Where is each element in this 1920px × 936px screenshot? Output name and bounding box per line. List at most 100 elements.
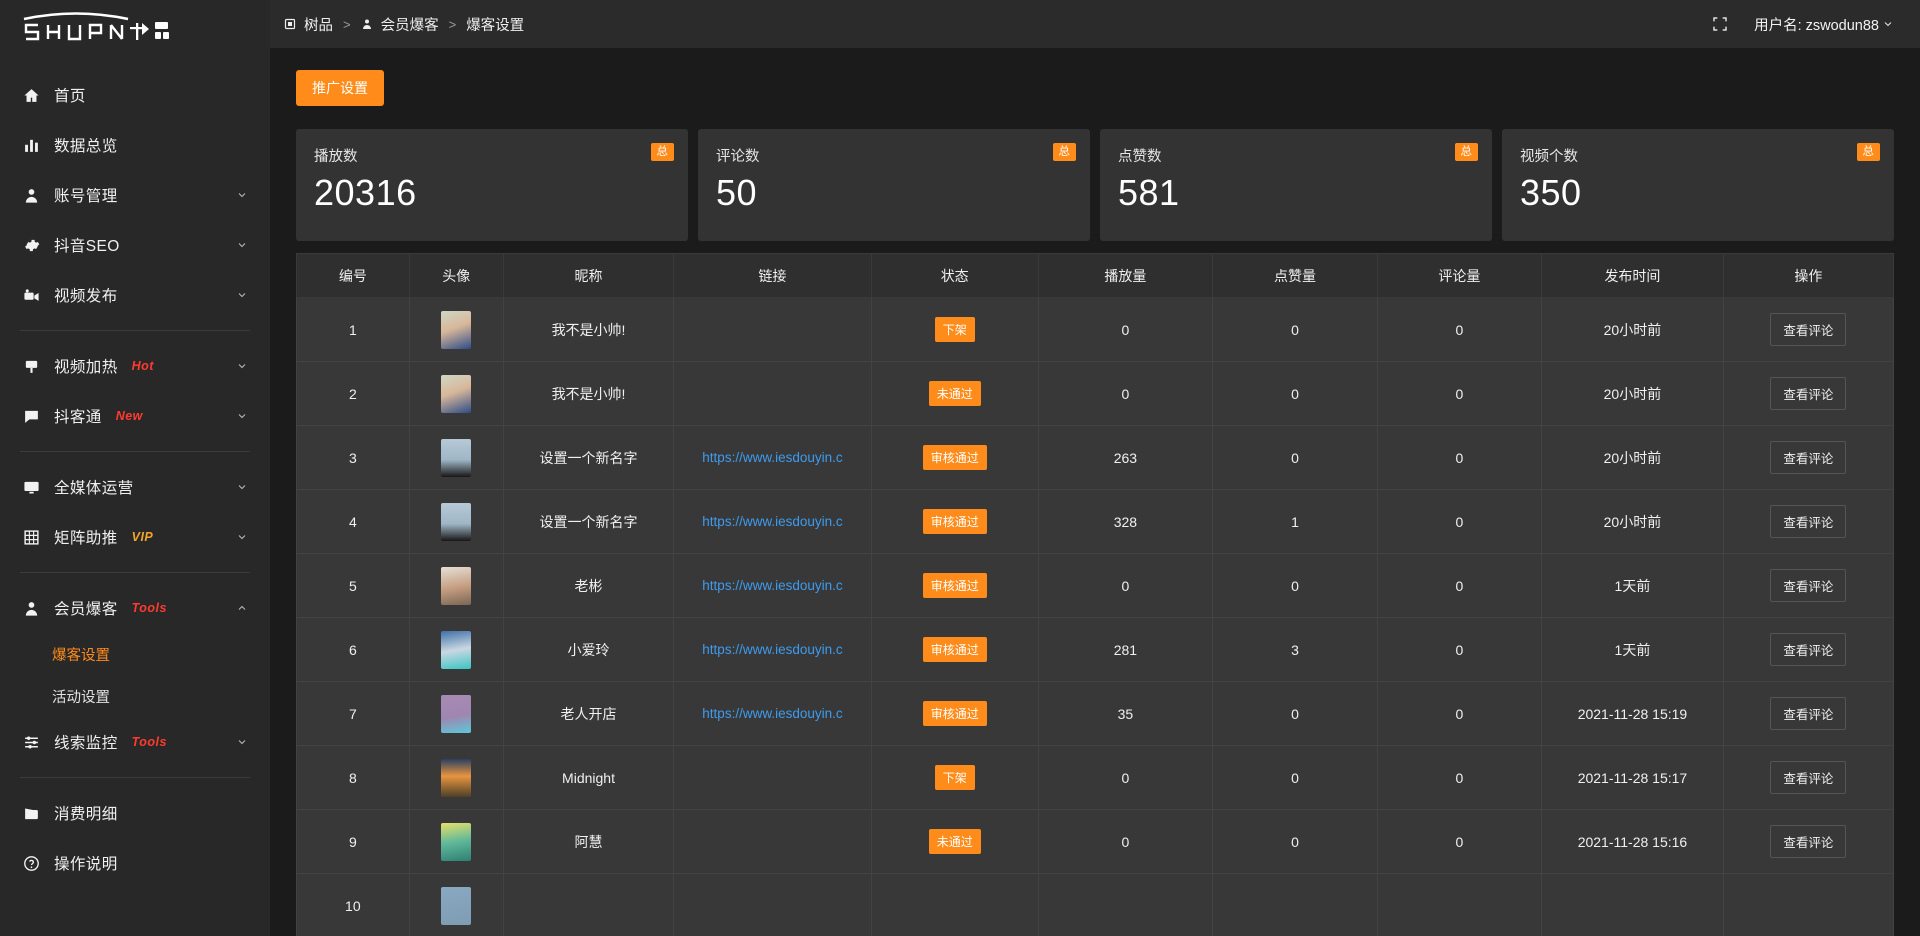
video-link[interactable]: https://www.iesdouyin.c bbox=[702, 514, 843, 529]
table-row: 4 设置一个新名字 https://www.iesdouyin.c 审核通过 328 1 0… bbox=[296, 489, 1895, 554]
sidebar-item-video-publish[interactable]: 视频发布 bbox=[0, 270, 270, 320]
sidebar-tag-tools: Tools bbox=[131, 601, 167, 615]
sidebar-item-all-media[interactable]: 全媒体运营 bbox=[0, 462, 270, 512]
status-badge[interactable]: 审核通过 bbox=[922, 509, 987, 534]
column-header-avatar: 头像 bbox=[408, 253, 504, 298]
avatar bbox=[441, 310, 472, 349]
cell-comments: 0 bbox=[1376, 809, 1543, 874]
column-header-time: 发布时间 bbox=[1541, 253, 1724, 298]
monitor-icon bbox=[20, 477, 42, 497]
table-header-row: 编号 头像 昵称 链接 状态 播放量 点赞量 评论量 发布时间 操作 bbox=[296, 253, 1895, 298]
cell-state: 未通过 bbox=[870, 361, 1039, 426]
stat-card-title: 点赞数 bbox=[1118, 149, 1162, 165]
fullscreen-icon[interactable] bbox=[1712, 16, 1728, 32]
cell-likes: 0 bbox=[1212, 553, 1378, 618]
sidebar-item-matrix-boost[interactable]: 矩阵助推 VIP bbox=[0, 512, 270, 562]
view-comments-button[interactable]: 查看评论 bbox=[1770, 761, 1847, 794]
cell-action: 查看评论 bbox=[1722, 297, 1895, 362]
sidebar-item-consume-detail[interactable]: 消费明细 bbox=[0, 788, 270, 838]
video-link[interactable]: https://www.iesdouyin.c bbox=[702, 578, 843, 593]
cell-likes: 0 bbox=[1212, 297, 1378, 362]
sidebar-item-douyin-seo[interactable]: 抖音SEO bbox=[0, 220, 270, 270]
user-icon bbox=[20, 185, 42, 205]
cell-link bbox=[673, 361, 872, 426]
sidebar-subitem-activity-settings[interactable]: 活动设置 bbox=[0, 675, 270, 717]
sidebar-item-home[interactable]: 首页 bbox=[0, 70, 270, 120]
view-comments-button[interactable]: 查看评论 bbox=[1770, 633, 1847, 666]
status-badge[interactable]: 审核通过 bbox=[922, 573, 987, 598]
user-menu[interactable]: 用户名: zswodun88 bbox=[1754, 14, 1894, 35]
view-comments-button[interactable]: 查看评论 bbox=[1770, 569, 1847, 602]
sidebar-subitem-label: 爆客设置 bbox=[52, 647, 110, 664]
sidebar-divider-2 bbox=[20, 451, 250, 452]
chart-bar-icon bbox=[20, 135, 42, 155]
sidebar-item-member-baoke[interactable]: 会员爆客 Tools bbox=[0, 583, 270, 633]
stat-card-badge: 总 bbox=[1052, 143, 1076, 162]
chevron-down-icon bbox=[1882, 18, 1894, 30]
view-comments-button[interactable]: 查看评论 bbox=[1770, 505, 1847, 538]
cell-publish-time: 2021-11-28 15:19 bbox=[1541, 681, 1724, 746]
sidebar-item-data-overview[interactable]: 数据总览 bbox=[0, 120, 270, 170]
sidebar-item-clue-monitor[interactable]: 线索监控 Tools bbox=[0, 717, 270, 767]
avatar bbox=[441, 438, 472, 477]
breadcrumb-item-member[interactable]: 会员爆客 bbox=[361, 14, 439, 35]
cell-avatar bbox=[408, 297, 504, 362]
table-row: 10 bbox=[296, 873, 1895, 936]
sidebar-item-account-manage[interactable]: 账号管理 bbox=[0, 170, 270, 220]
stat-card-video-count: 视频个数 350 总 bbox=[1502, 129, 1894, 241]
view-comments-button[interactable]: 查看评论 bbox=[1770, 441, 1847, 474]
video-link[interactable]: https://www.iesdouyin.c bbox=[702, 450, 843, 465]
status-badge[interactable]: 未通过 bbox=[928, 829, 981, 854]
stat-card-value: 581 bbox=[1118, 172, 1180, 213]
cell-nickname: 我不是小帅! bbox=[502, 361, 675, 426]
cell-publish-time: 20小时前 bbox=[1541, 297, 1724, 362]
cell-likes: 0 bbox=[1212, 809, 1378, 874]
sidebar-subitem-baoke-settings[interactable]: 爆客设置 bbox=[0, 633, 270, 675]
cell-avatar bbox=[408, 425, 504, 490]
breadcrumb: 树品 > 会员爆客 > 爆客设置 bbox=[284, 14, 524, 35]
chevron-down-icon bbox=[236, 481, 248, 493]
cell-link[interactable]: https://www.iesdouyin.c bbox=[673, 553, 872, 618]
sidebar-item-help-guide[interactable]: 操作说明 bbox=[0, 838, 270, 888]
table-body: 1 我不是小帅! 下架 0 0 0 20小时前 查看评论 2 我不是小帅! 未通过 0 0 0 20小时前查… bbox=[296, 297, 1895, 936]
chevron-down-icon bbox=[236, 531, 248, 543]
view-comments-button[interactable]: 查看评论 bbox=[1770, 313, 1847, 346]
view-comments-button[interactable]: 查看评论 bbox=[1770, 697, 1847, 730]
main-area: 树品 > 会员爆客 > 爆客设置 bbox=[270, 0, 1920, 936]
breadcrumb-item-root[interactable]: 树品 bbox=[284, 14, 333, 35]
status-badge[interactable]: 下架 bbox=[934, 317, 975, 342]
view-comments-button[interactable]: 查看评论 bbox=[1770, 377, 1847, 410]
cell-link[interactable]: https://www.iesdouyin.c bbox=[673, 681, 872, 746]
status-badge[interactable]: 审核通过 bbox=[922, 701, 987, 726]
stat-card-title: 视频个数 bbox=[1520, 149, 1578, 165]
cell-nickname: 设置一个新名字 bbox=[502, 489, 675, 554]
chevron-down-icon bbox=[236, 736, 248, 748]
sidebar-item-label: 首页 bbox=[54, 88, 86, 105]
sidebar-item-douke-tong[interactable]: 抖客通 New bbox=[0, 391, 270, 441]
cell-publish-time: 1天前 bbox=[1541, 617, 1724, 682]
status-badge[interactable]: 审核通过 bbox=[922, 637, 987, 662]
avatar bbox=[441, 886, 472, 925]
status-badge[interactable]: 下架 bbox=[934, 765, 975, 790]
cell-link[interactable]: https://www.iesdouyin.c bbox=[673, 489, 872, 554]
cell-avatar bbox=[408, 361, 504, 426]
status-badge[interactable]: 未通过 bbox=[928, 381, 981, 406]
view-comments-button[interactable]: 查看评论 bbox=[1770, 825, 1847, 858]
cell-link[interactable]: https://www.iesdouyin.c bbox=[673, 425, 872, 490]
sidebar-item-video-boost[interactable]: 视频加热 Hot bbox=[0, 341, 270, 391]
cell-action: 查看评论 bbox=[1722, 745, 1895, 810]
promote-settings-button[interactable]: 推广设置 bbox=[296, 70, 384, 106]
cell-publish-time: 20小时前 bbox=[1541, 425, 1724, 490]
table-row: 1 我不是小帅! 下架 0 0 0 20小时前 查看评论 bbox=[296, 297, 1895, 362]
video-link[interactable]: https://www.iesdouyin.c bbox=[702, 642, 843, 657]
video-link[interactable]: https://www.iesdouyin.c bbox=[702, 706, 843, 721]
stat-card-badge: 总 bbox=[1856, 143, 1880, 162]
cell-action: 查看评论 bbox=[1722, 553, 1895, 618]
brand-logo[interactable] bbox=[0, 0, 270, 58]
status-badge[interactable]: 审核通过 bbox=[922, 445, 987, 470]
cell-link[interactable]: https://www.iesdouyin.c bbox=[673, 617, 872, 682]
cell-state bbox=[870, 873, 1039, 936]
avatar bbox=[441, 694, 472, 733]
megaphone-icon bbox=[20, 356, 42, 376]
cell-comments: 0 bbox=[1376, 425, 1543, 490]
